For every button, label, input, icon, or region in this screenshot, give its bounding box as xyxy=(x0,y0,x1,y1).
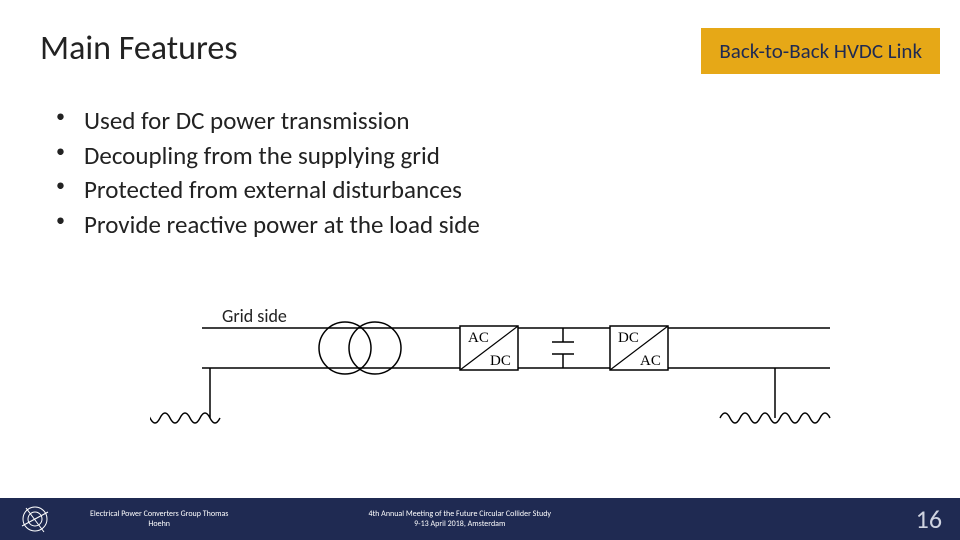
converter-box-dcac: DC AC xyxy=(610,326,668,370)
list-item: Provide reactive power at the load side xyxy=(56,208,920,243)
grid-side-label: Grid side xyxy=(222,305,287,327)
title-row: Main Features Back-to-Back HVDC Link xyxy=(40,28,940,74)
list-item: Protected from external disturbances xyxy=(56,173,920,208)
topic-badge: Back-to-Back HVDC Link xyxy=(701,28,940,74)
svg-text:AC: AC xyxy=(640,353,661,369)
page-number: 16 xyxy=(916,503,960,535)
footer-center-text: 4th Annual Meeting of the Future Circula… xyxy=(368,509,551,529)
capacitor-icon xyxy=(552,328,574,368)
bullet-list: Used for DC power transmission Decouplin… xyxy=(56,104,920,242)
footer-bar: Electrical Power Converters Group Thomas… xyxy=(0,498,960,540)
transformer-icon xyxy=(319,322,401,374)
diagram-svg: Grid side AC DC xyxy=(150,278,850,438)
list-item: Used for DC power transmission xyxy=(56,104,920,139)
cern-logo xyxy=(0,502,70,536)
footer-left-text: Electrical Power Converters Group Thomas… xyxy=(90,509,228,529)
svg-text:DC: DC xyxy=(490,353,511,369)
slide: Main Features Back-to-Back HVDC Link Use… xyxy=(0,0,960,540)
svg-text:AC: AC xyxy=(468,330,489,346)
svg-text:DC: DC xyxy=(618,330,639,346)
footer-center: Electrical Power Converters Group Thomas… xyxy=(70,509,916,529)
list-item: Decoupling from the supplying grid xyxy=(56,139,920,174)
converter-box-acdc: AC DC xyxy=(460,326,518,370)
page-title: Main Features xyxy=(40,28,238,69)
hvdc-diagram: Grid side AC DC xyxy=(150,278,850,438)
